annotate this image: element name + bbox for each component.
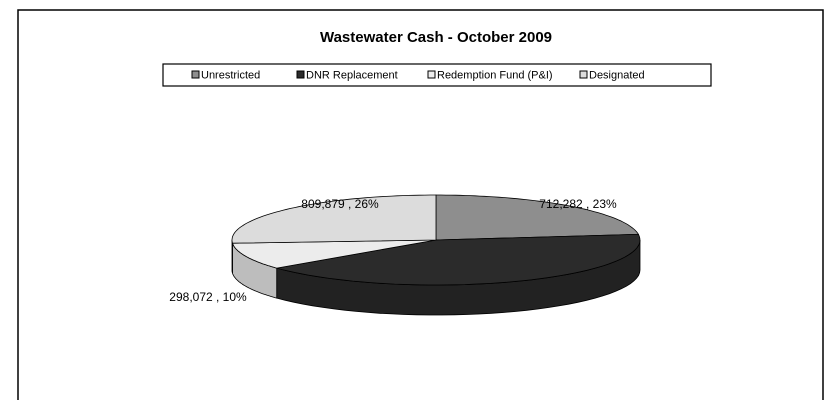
legend-label: DNR Replacement xyxy=(306,69,398,81)
pie-slice xyxy=(231,194,437,244)
chart-title: Wastewater Cash - October 2009 xyxy=(320,29,552,46)
legend-swatch xyxy=(427,70,436,79)
data-label: 298,072 , 10% xyxy=(169,290,247,304)
legend-label: Unrestricted xyxy=(201,69,260,81)
pie-slice xyxy=(231,239,437,269)
legend-box xyxy=(162,63,712,87)
slice-side xyxy=(231,240,233,274)
pie-slice xyxy=(276,233,641,286)
data-label: 809,879 , 26% xyxy=(301,197,379,211)
data-label: 712,282 , 23% xyxy=(539,197,617,211)
legend-swatch xyxy=(296,70,305,79)
legend-label: Designated xyxy=(589,69,645,81)
legend-swatch xyxy=(579,70,588,79)
legend-swatch xyxy=(191,70,200,79)
legend-label: Redemption Fund (P&I) xyxy=(437,69,553,81)
pie-slice xyxy=(435,194,640,241)
